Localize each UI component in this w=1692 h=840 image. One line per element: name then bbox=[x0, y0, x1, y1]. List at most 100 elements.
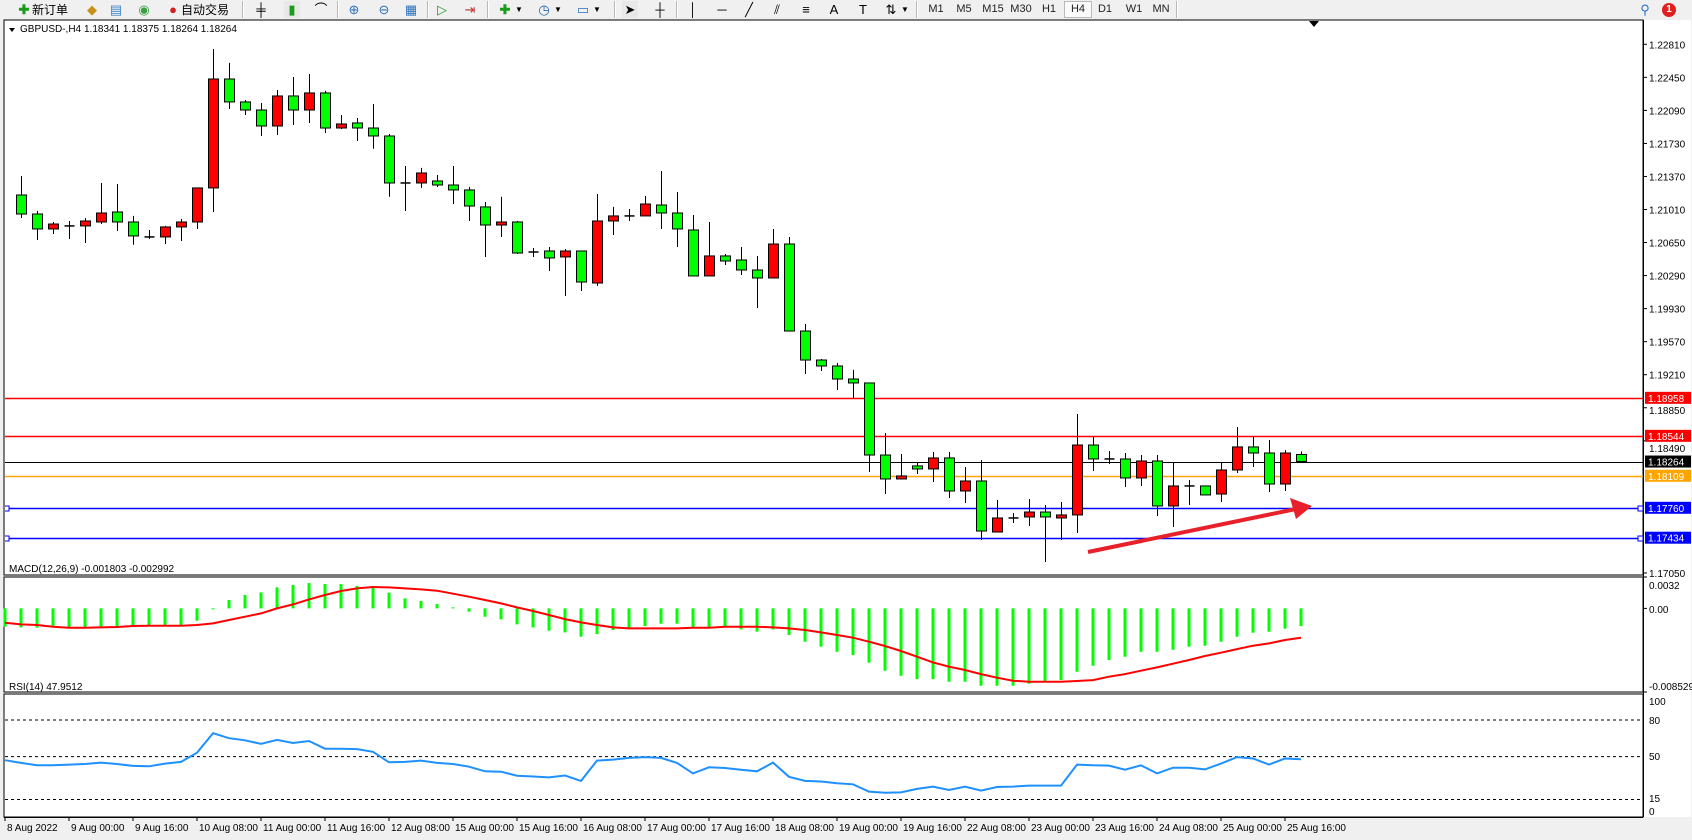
candle-body bbox=[928, 457, 939, 470]
macd-bar bbox=[1299, 608, 1303, 627]
collapse-triangle-icon bbox=[9, 28, 15, 32]
macd-bar bbox=[675, 608, 679, 624]
candle-body bbox=[416, 172, 427, 184]
level-price-badge bbox=[1645, 469, 1691, 482]
level-price-label: 1.18264 bbox=[1648, 458, 1685, 469]
candle-body bbox=[640, 203, 651, 217]
line-chart-button[interactable]: ⌒ bbox=[313, 1, 329, 18]
separator bbox=[487, 1, 489, 18]
crosshair-button[interactable]: ┼ bbox=[652, 1, 668, 18]
auto-scroll-button[interactable]: ▷ bbox=[434, 1, 450, 18]
timeframe-m5[interactable]: M5 bbox=[956, 3, 972, 15]
candle-body bbox=[1232, 446, 1243, 471]
auto-trading-button[interactable]: ● 自动交易 bbox=[165, 1, 229, 18]
candle-body bbox=[1296, 453, 1307, 463]
level-price-label: 1.18958 bbox=[1648, 394, 1685, 405]
macd-bar bbox=[611, 608, 615, 631]
templates-button[interactable]: ▭ ▼ bbox=[575, 1, 601, 18]
macd-bar bbox=[195, 608, 199, 621]
equidistant-channel-button[interactable]: ⫽ bbox=[769, 1, 785, 18]
bar-chart-button[interactable]: ╪ bbox=[253, 1, 269, 18]
rsi-tick-label: 50 bbox=[1649, 752, 1661, 763]
macd-bar bbox=[915, 608, 919, 680]
macd-bar bbox=[947, 608, 951, 682]
time-label: 23 Aug 16:00 bbox=[1095, 823, 1154, 834]
price-tick-label: 1.19210 bbox=[1649, 371, 1686, 382]
timeframe-h4[interactable]: H4 bbox=[1064, 1, 1092, 18]
new-order-icon: ✚ bbox=[18, 2, 30, 17]
indicators-icon: ✚ bbox=[499, 2, 511, 17]
macd-bar bbox=[979, 608, 983, 686]
timeframe-w1[interactable]: W1 bbox=[1125, 3, 1143, 15]
price-tick-label: 1.22810 bbox=[1649, 40, 1686, 51]
candle-body bbox=[16, 194, 27, 215]
tile-windows-button[interactable]: ▦ bbox=[403, 1, 419, 18]
indicators-button[interactable]: ✚ ▼ bbox=[497, 1, 523, 18]
text-label-icon: T bbox=[859, 2, 867, 17]
periods-button[interactable]: ◷ ▼ bbox=[536, 1, 562, 18]
zoom-out-button[interactable]: ⊖ bbox=[376, 1, 392, 18]
candlestick-button[interactable]: ▮ bbox=[284, 1, 300, 18]
trendline-button[interactable]: ╱ bbox=[741, 1, 757, 18]
price-tick-label: 1.21010 bbox=[1649, 206, 1686, 217]
macd-bar bbox=[339, 584, 343, 609]
navigator-button[interactable]: ◉ bbox=[136, 1, 152, 18]
candle-body bbox=[592, 220, 603, 284]
timeframe-m1[interactable]: M1 bbox=[928, 3, 944, 15]
data-window-button[interactable]: ▤ bbox=[108, 1, 124, 18]
trend-arrow bbox=[1087, 507, 1297, 554]
timeframe-m30[interactable]: M30 bbox=[1010, 3, 1032, 15]
timeframe-m15[interactable]: M15 bbox=[982, 3, 1004, 15]
time-label: 17 Aug 16:00 bbox=[711, 823, 770, 834]
level-price-badge bbox=[1645, 391, 1691, 404]
macd-signal-line bbox=[4, 585, 1302, 683]
candle-body bbox=[480, 206, 491, 226]
macd-tick-label: -0.008529 bbox=[1649, 682, 1692, 693]
new-order-button[interactable]: ✚ 新订单 bbox=[16, 1, 68, 18]
candle-body bbox=[720, 255, 731, 262]
time-label: 10 Aug 08:00 bbox=[199, 823, 258, 834]
time-label: 25 Aug 16:00 bbox=[1287, 823, 1346, 834]
candle-body bbox=[992, 517, 1003, 533]
timeframe-mn[interactable]: MN bbox=[1152, 3, 1170, 15]
candle-body bbox=[1264, 452, 1275, 485]
vertical-line-button[interactable]: │ bbox=[685, 1, 701, 18]
price-tick-label: 1.22090 bbox=[1649, 106, 1686, 117]
macd-bar bbox=[1187, 608, 1191, 647]
candle-body bbox=[1120, 458, 1131, 479]
candle-body bbox=[608, 215, 619, 222]
trend-arrow-head bbox=[1290, 498, 1312, 519]
horizontal-line-button[interactable]: ─ bbox=[714, 1, 730, 18]
price-tick-label: 1.18850 bbox=[1649, 406, 1686, 417]
cursor-button[interactable]: ➤ bbox=[622, 1, 638, 18]
level-price-badge bbox=[1645, 501, 1691, 514]
candle-body bbox=[1072, 444, 1083, 516]
candle-body bbox=[448, 184, 459, 191]
price-tick-label: 1.20650 bbox=[1649, 239, 1686, 250]
macd-bar bbox=[595, 608, 599, 635]
arrows-button[interactable]: ⇅ ▼ bbox=[883, 1, 909, 18]
macd-bar bbox=[659, 608, 663, 624]
bar-chart-icon: ╪ bbox=[256, 2, 266, 17]
macd-bar bbox=[35, 608, 39, 628]
macd-bar bbox=[115, 608, 119, 627]
timeframe-d1[interactable]: D1 bbox=[1097, 3, 1113, 15]
candle-body bbox=[96, 212, 107, 223]
level-handle bbox=[1637, 535, 1643, 542]
timeframe-h1[interactable]: H1 bbox=[1041, 3, 1057, 15]
macd-bar bbox=[819, 608, 823, 647]
equidistant-channel-icon: ⫽ bbox=[774, 2, 780, 17]
notification-button[interactable]: 1 bbox=[1662, 1, 1676, 18]
candle-body bbox=[688, 229, 699, 277]
market-watch-button[interactable]: ◆ bbox=[84, 1, 100, 18]
chart-window[interactable]: 1.22810 1.22450 1.22090 1.21730 1.21370 1.210… bbox=[0, 19, 1692, 840]
separator bbox=[614, 1, 616, 18]
text-label-button[interactable]: T bbox=[855, 1, 871, 18]
fibonacci-button[interactable]: ≡ bbox=[798, 1, 814, 18]
search-button[interactable]: ⚲ bbox=[1637, 1, 1653, 18]
navigator-icon: ◉ bbox=[138, 2, 150, 17]
chart-shift-button[interactable]: ⇥ bbox=[462, 1, 478, 18]
rsi-tick-label: 80 bbox=[1649, 716, 1661, 727]
text-button[interactable]: A bbox=[826, 1, 842, 18]
zoom-in-button[interactable]: ⊕ bbox=[346, 1, 362, 18]
